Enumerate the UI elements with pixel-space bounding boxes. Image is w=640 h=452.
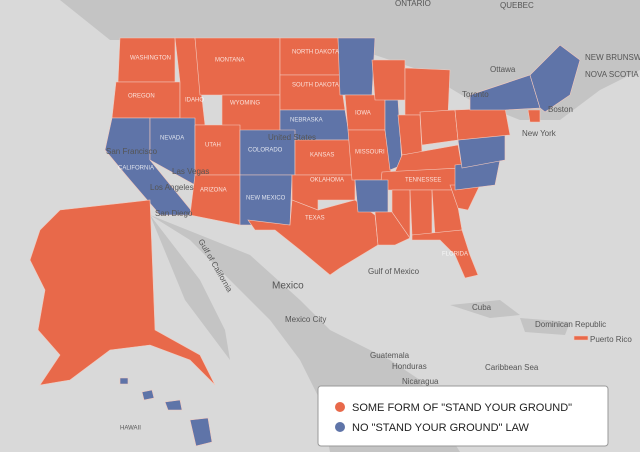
map-label: Las Vegas [172,167,209,176]
map-label: ONTARIO [395,0,431,8]
map-label: Mexico [272,281,304,292]
map-label: Honduras [392,362,427,371]
states [104,37,581,279]
state-label: NEW MEXICO [246,196,286,202]
state-label: WYOMING [230,101,260,107]
state-label: TEXAS [305,216,325,222]
state [279,74,346,111]
map-label: San Diego [155,209,193,218]
state [111,81,181,119]
state [529,44,581,113]
legend-swatch [335,422,345,432]
map-label: Puerto Rico [590,335,632,344]
map-label: Ottawa [490,65,516,74]
state [409,189,433,236]
state-label: KANSAS [310,153,334,159]
state [371,59,406,101]
state-label: TENNESSEE [405,178,441,184]
state [469,74,541,111]
state [419,109,459,146]
map-label: NOVA SCOTIA [585,70,639,79]
state-label: NEBRASKA [290,118,323,124]
map-label: Boston [548,105,573,114]
map-label: Guatemala [370,351,410,360]
state [527,109,541,123]
state-label: ARIZONA [200,188,227,194]
state-label: SOUTH DAKOTA [292,83,339,89]
state [411,229,479,279]
map-label: Caribbean Sea [485,363,539,372]
state [29,199,216,386]
state-label: COLORADO [248,148,283,154]
state [279,37,341,76]
puerto-rico [573,335,589,341]
state-label: OKLAHOMA [310,178,344,184]
state [404,67,451,116]
map-label: Gulf of Mexico [368,267,420,276]
state-label: FLORIDA [442,252,468,258]
state [141,389,155,401]
state-label: NORTH DAKOTA [292,50,339,56]
legend-label: NO "STAND YOUR GROUND" LAW [352,422,530,434]
state [354,179,389,213]
state [337,37,376,96]
map-label: United States [268,133,316,142]
state [194,37,281,96]
state-label: WASHINGTON [130,56,171,62]
map-label: Dominican Republic [535,320,606,329]
state [247,199,379,276]
legend-box [317,385,609,447]
state [189,417,213,447]
state-label: NEVADA [160,136,184,142]
legend-label: SOME FORM OF "STAND YOUR GROUND" [352,402,572,414]
legend: SOME FORM OF "STAND YOUR GROUND" NO "STA… [317,385,609,447]
state [454,107,511,141]
map-label: New York [522,129,557,138]
state-label: OREGON [128,94,155,100]
state [374,211,411,246]
state-label: IDAHO [185,98,204,104]
map-label: Cuba [472,303,492,312]
map-label: QUEBEC [500,1,534,10]
state [397,114,423,156]
alaska [29,199,216,386]
map-label: NEW BRUNSWICK [585,53,640,62]
state-label: CALIFORNIA [118,166,154,172]
map-label: San Francisco [106,147,158,156]
state-label: MONTANA [215,58,245,64]
state-label: UTAH [205,143,221,149]
map-label: Nicaragua [402,377,439,386]
map-label: Toronto [462,90,489,99]
state [164,399,183,411]
map-label: Los Angeles [150,183,194,192]
hawaii [119,377,213,447]
state [391,189,411,239]
state [119,377,129,385]
state-label: MISSOURI [355,150,385,156]
state-label: IOWA [355,111,371,117]
map-label: HAWAII [120,426,141,432]
legend-swatch [335,402,345,412]
map-label: Mexico City [285,315,326,324]
